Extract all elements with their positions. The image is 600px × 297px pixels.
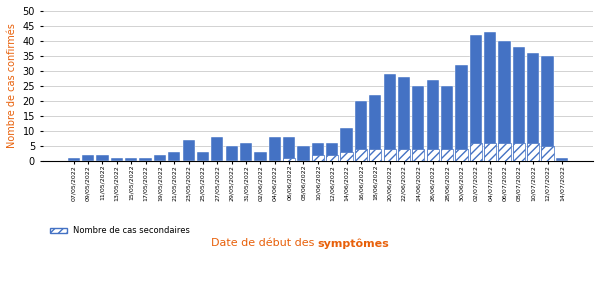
Bar bbox=[111, 158, 123, 161]
Bar bbox=[484, 143, 496, 161]
Bar bbox=[97, 155, 109, 161]
Y-axis label: Nombre de cas confirmés: Nombre de cas confirmés bbox=[7, 23, 17, 148]
Bar bbox=[441, 149, 453, 161]
Bar bbox=[527, 143, 539, 161]
Bar bbox=[68, 158, 80, 161]
Bar bbox=[513, 143, 525, 161]
Bar bbox=[269, 137, 281, 161]
Bar bbox=[369, 95, 382, 161]
Bar bbox=[398, 149, 410, 161]
Bar bbox=[326, 155, 338, 161]
Bar bbox=[312, 143, 324, 161]
Bar bbox=[383, 74, 396, 161]
Bar bbox=[139, 158, 152, 161]
Bar bbox=[254, 152, 266, 161]
Bar bbox=[211, 137, 223, 161]
Bar bbox=[283, 158, 295, 161]
Bar bbox=[513, 47, 525, 161]
Bar bbox=[197, 152, 209, 161]
Bar bbox=[82, 155, 94, 161]
Bar bbox=[441, 86, 453, 161]
Bar bbox=[541, 146, 554, 161]
Bar bbox=[340, 152, 353, 161]
Bar bbox=[340, 128, 353, 161]
Bar bbox=[226, 146, 238, 161]
Bar bbox=[298, 146, 310, 161]
Bar bbox=[470, 35, 482, 161]
Bar bbox=[326, 143, 338, 161]
Bar bbox=[154, 155, 166, 161]
Bar bbox=[470, 143, 482, 161]
Bar bbox=[182, 140, 195, 161]
Bar bbox=[125, 158, 137, 161]
Text: Date de début des: Date de début des bbox=[211, 238, 318, 249]
Bar bbox=[355, 101, 367, 161]
Bar bbox=[240, 143, 252, 161]
Bar bbox=[484, 32, 496, 161]
Bar bbox=[412, 149, 424, 161]
Bar bbox=[312, 155, 324, 161]
Text: symptômes: symptômes bbox=[318, 238, 389, 249]
Bar bbox=[499, 41, 511, 161]
Bar bbox=[527, 53, 539, 161]
Legend: Nombre de cas secondaires: Nombre de cas secondaires bbox=[47, 223, 194, 239]
Bar bbox=[427, 80, 439, 161]
Bar bbox=[168, 152, 181, 161]
Bar bbox=[427, 149, 439, 161]
Bar bbox=[355, 149, 367, 161]
Bar bbox=[455, 65, 467, 161]
Bar bbox=[369, 149, 382, 161]
Bar bbox=[398, 77, 410, 161]
Bar bbox=[541, 56, 554, 161]
Bar bbox=[556, 158, 568, 161]
Bar bbox=[499, 143, 511, 161]
Bar bbox=[383, 149, 396, 161]
Bar bbox=[412, 86, 424, 161]
Bar bbox=[455, 149, 467, 161]
Bar bbox=[283, 137, 295, 161]
